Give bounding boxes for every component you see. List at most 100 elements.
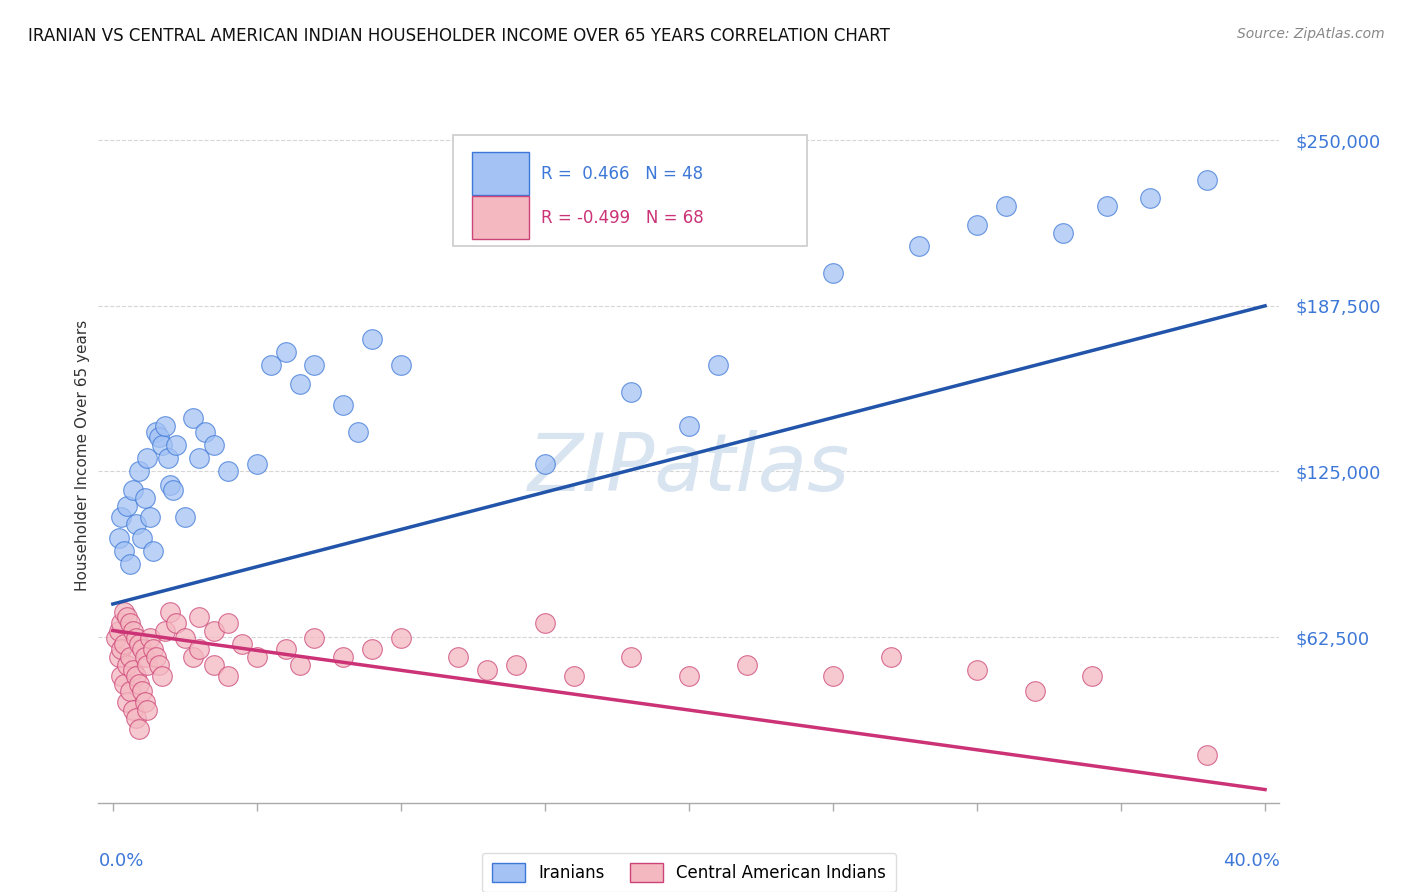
- Point: [115, 657, 138, 672]
- Point: [131, 531, 153, 545]
- Point: [134, 695, 156, 709]
- Point: [274, 642, 297, 657]
- Point: [115, 499, 138, 513]
- Point: [183, 411, 205, 425]
- Point: [122, 624, 145, 638]
- Point: [346, 425, 368, 439]
- Point: [966, 663, 988, 677]
- Point: [879, 650, 901, 665]
- Point: [134, 491, 156, 505]
- Point: [139, 509, 162, 524]
- Point: [148, 430, 170, 444]
- Point: [136, 451, 159, 466]
- Text: 0.0%: 0.0%: [98, 852, 143, 870]
- Point: [389, 632, 412, 646]
- FancyBboxPatch shape: [471, 196, 530, 239]
- Point: [1095, 199, 1118, 213]
- Point: [125, 632, 148, 646]
- Point: [332, 650, 354, 665]
- Point: [122, 703, 145, 717]
- Point: [706, 359, 728, 373]
- Point: [139, 632, 162, 646]
- Point: [165, 615, 187, 630]
- Point: [288, 377, 311, 392]
- Point: [165, 438, 187, 452]
- Text: Source: ZipAtlas.com: Source: ZipAtlas.com: [1237, 27, 1385, 41]
- Point: [159, 477, 181, 491]
- Point: [162, 483, 184, 497]
- Point: [173, 509, 195, 524]
- Point: [125, 711, 148, 725]
- Point: [112, 676, 135, 690]
- Point: [120, 558, 142, 572]
- Point: [534, 457, 557, 471]
- Point: [128, 676, 150, 690]
- Point: [136, 703, 159, 717]
- Point: [735, 657, 758, 672]
- Point: [260, 359, 283, 373]
- Point: [112, 637, 135, 651]
- Point: [332, 398, 354, 412]
- Point: [153, 419, 176, 434]
- Text: 40.0%: 40.0%: [1223, 852, 1279, 870]
- Point: [246, 457, 269, 471]
- Point: [136, 657, 159, 672]
- Point: [142, 544, 165, 558]
- Point: [231, 637, 253, 651]
- Point: [966, 218, 988, 232]
- Point: [110, 642, 132, 657]
- Point: [115, 695, 138, 709]
- Point: [173, 632, 195, 646]
- Point: [153, 624, 176, 638]
- Point: [389, 359, 412, 373]
- Point: [125, 668, 148, 682]
- Point: [142, 642, 165, 657]
- Point: [246, 650, 269, 665]
- Point: [156, 451, 179, 466]
- Point: [112, 605, 135, 619]
- Point: [274, 345, 297, 359]
- Point: [202, 657, 225, 672]
- Point: [145, 425, 167, 439]
- Point: [1197, 173, 1219, 187]
- Text: IRANIAN VS CENTRAL AMERICAN INDIAN HOUSEHOLDER INCOME OVER 65 YEARS CORRELATION : IRANIAN VS CENTRAL AMERICAN INDIAN HOUSE…: [28, 27, 890, 45]
- Point: [112, 544, 135, 558]
- Point: [194, 425, 217, 439]
- Legend: Iranians, Central American Indians: Iranians, Central American Indians: [482, 853, 896, 892]
- Point: [128, 722, 150, 736]
- Point: [908, 239, 931, 253]
- Point: [304, 359, 326, 373]
- Point: [620, 384, 643, 399]
- Point: [447, 650, 470, 665]
- Point: [110, 509, 132, 524]
- Point: [678, 419, 700, 434]
- FancyBboxPatch shape: [471, 153, 530, 195]
- Point: [217, 615, 239, 630]
- Point: [534, 615, 557, 630]
- Point: [145, 650, 167, 665]
- FancyBboxPatch shape: [453, 135, 807, 246]
- Point: [361, 642, 384, 657]
- Point: [1139, 192, 1161, 206]
- Point: [994, 199, 1017, 213]
- Point: [110, 615, 132, 630]
- Y-axis label: Householder Income Over 65 years: Householder Income Over 65 years: [75, 319, 90, 591]
- Text: ZIPatlas: ZIPatlas: [527, 430, 851, 508]
- Point: [120, 650, 142, 665]
- Point: [1197, 748, 1219, 763]
- Point: [217, 465, 239, 479]
- Point: [821, 668, 844, 682]
- Point: [188, 451, 211, 466]
- Point: [122, 663, 145, 677]
- Point: [131, 642, 153, 657]
- Point: [128, 637, 150, 651]
- Point: [115, 610, 138, 624]
- Point: [188, 610, 211, 624]
- Point: [107, 531, 129, 545]
- Point: [107, 650, 129, 665]
- Point: [125, 517, 148, 532]
- Point: [159, 605, 181, 619]
- Point: [562, 668, 585, 682]
- Text: R =  0.466   N = 48: R = 0.466 N = 48: [541, 165, 703, 183]
- Point: [1052, 226, 1074, 240]
